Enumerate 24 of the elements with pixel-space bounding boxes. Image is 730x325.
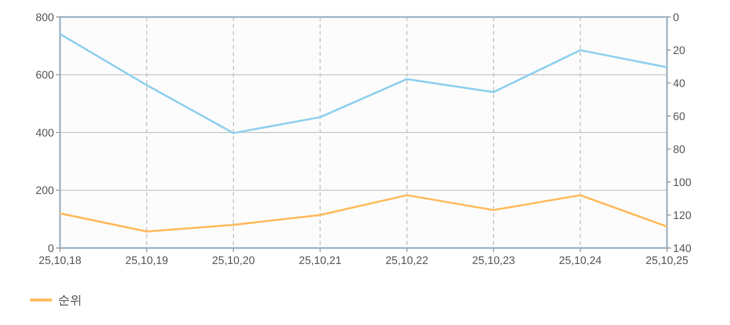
x-tick-label: 25,10,21 bbox=[298, 255, 342, 267]
x-tick-label: 25,10,20 bbox=[212, 255, 255, 267]
legend-label: 순위 bbox=[58, 293, 82, 308]
y2-tick-label: 140 bbox=[673, 242, 692, 255]
y-tick-label: 200 bbox=[36, 185, 54, 198]
x-tick-label: 25,10,19 bbox=[125, 255, 168, 267]
y-tick-label: 800 bbox=[36, 12, 54, 24]
y-tick-label: 600 bbox=[36, 70, 54, 82]
line-series bbox=[59, 33, 668, 134]
y2-tick-label: 20 bbox=[673, 44, 686, 57]
y-tick-label: 400 bbox=[36, 127, 54, 140]
x-tick-label: 25,10,18 bbox=[38, 255, 82, 267]
y-tick-label: 0 bbox=[48, 242, 54, 255]
line-series bbox=[59, 194, 668, 232]
x-tick-label: 25,10,24 bbox=[558, 255, 602, 267]
x-tick-label: 25,10,25 bbox=[646, 255, 688, 267]
y2-tick-label: 0 bbox=[673, 12, 680, 24]
x-tick-label: 25,10,22 bbox=[385, 255, 428, 267]
y2-tick-label: 40 bbox=[673, 78, 686, 90]
y2-tick-label: 60 bbox=[673, 110, 686, 123]
x-tick-label: 25,10,23 bbox=[472, 255, 515, 267]
y2-tick-label: 80 bbox=[673, 144, 686, 156]
y2-tick-label: 120 bbox=[673, 210, 692, 222]
y2-tick-label: 100 bbox=[673, 176, 692, 189]
